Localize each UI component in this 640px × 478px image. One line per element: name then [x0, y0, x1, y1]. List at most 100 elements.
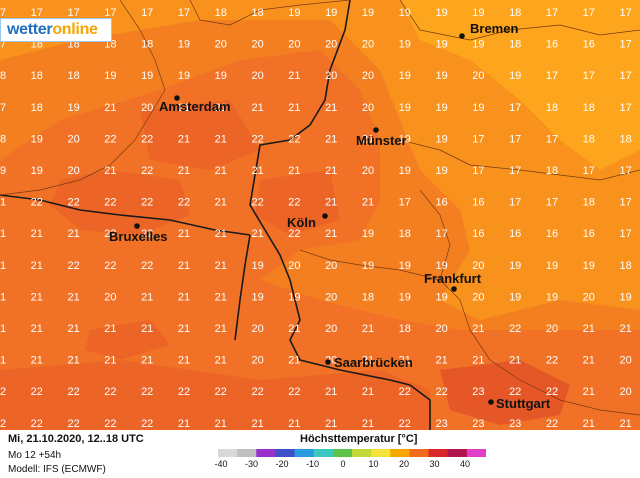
city-dot [134, 223, 140, 229]
temperature-zone [440, 360, 570, 425]
grid-value: 18 [509, 7, 521, 19]
legend-tick-label: 40 [459, 459, 471, 469]
grid-value: 20 [251, 355, 263, 367]
grid-value: 19 [399, 291, 411, 303]
country-border [234, 234, 251, 341]
grid-value: 17 [509, 102, 521, 114]
grid-value: 22 [0, 418, 6, 430]
grid-value: 21 [141, 355, 153, 367]
grid-value: 22 [288, 228, 300, 240]
grid-value: 22 [67, 197, 79, 209]
legend-tick-label: -30 [244, 459, 259, 469]
wetteronline-logo[interactable]: wetter online [0, 18, 112, 42]
grid-value: 18 [67, 70, 79, 82]
grid-value: 21 [0, 197, 6, 209]
grid-value: 21 [31, 355, 43, 367]
grid-value: 22 [399, 418, 411, 430]
legend-swatch [390, 449, 410, 457]
grid-value: 19 [31, 133, 43, 145]
grid-value: 19 [178, 39, 190, 51]
grid-value: 19 [399, 260, 411, 272]
grid-value: 17 [619, 7, 631, 19]
grid-value: 17 [546, 7, 558, 19]
grid-value: 17 [67, 7, 79, 19]
grid-value: 21 [178, 418, 190, 430]
grid-value: 20 [325, 39, 337, 51]
grid-value: 17 [141, 7, 153, 19]
grid-value: 19 [435, 70, 447, 82]
city-marker[interactable]: Köln [287, 213, 328, 230]
map-canvas: 17 17 17 17 17 17 18 18 19 19 19 19 19 19 18 17 17 17 17 18… [0, 0, 640, 430]
grid-value: 19 [67, 102, 79, 114]
grid-value: 20 [472, 70, 484, 82]
grid-value: 22 [178, 197, 190, 209]
city-marker[interactable]: Bruxelles [109, 223, 168, 244]
grid-value: 21 [215, 197, 227, 209]
grid-value: 16 [472, 197, 484, 209]
city-marker[interactable]: Saarbrücken [325, 355, 413, 370]
grid-value: 23 [472, 418, 484, 430]
city-dot [451, 286, 457, 292]
grid-value: 17 [435, 228, 447, 240]
legend-tick-label: 20 [398, 459, 410, 469]
grid-value: 19 [509, 260, 521, 272]
grid-value: 22 [31, 418, 43, 430]
grid-value: 18 [399, 228, 411, 240]
grid-value: 16 [546, 39, 558, 51]
city-markers: Bremen Amsterdam Münster Bruxelles Köln Frank… [109, 21, 551, 411]
grid-value: 21 [0, 355, 6, 367]
grid-value: 21 [178, 291, 190, 303]
grid-value: 22 [251, 386, 263, 398]
grid-value: 17 [178, 7, 190, 19]
grid-value: 19 [215, 70, 227, 82]
grid-value: 21 [288, 418, 300, 430]
grid-value: 21 [362, 386, 374, 398]
city-marker[interactable]: Frankfurt [424, 271, 482, 292]
grid-value: 20 [472, 291, 484, 303]
grid-value: 19 [362, 7, 374, 19]
grid-value: 21 [31, 260, 43, 272]
grid-value: 19 [472, 7, 484, 19]
grid-value: 22 [215, 386, 227, 398]
grid-value: 21 [583, 418, 595, 430]
grid-value: 19 [104, 70, 116, 82]
grid-value: 21 [31, 323, 43, 335]
city-marker[interactable]: Stuttgart [488, 396, 551, 411]
grid-value: 23 [509, 418, 521, 430]
legend-ticks: -40 -30 -20 -10 0 10 20 30 40 [214, 459, 486, 473]
grid-value: 21 [325, 228, 337, 240]
legend-swatch [371, 449, 391, 457]
city-marker[interactable]: Münster [356, 127, 407, 148]
grid-value: 22 [141, 260, 153, 272]
grid-value: 21 [288, 165, 300, 177]
grid-value: 21 [362, 323, 374, 335]
grid-value: 22 [141, 228, 153, 240]
grid-value: 19 [399, 39, 411, 51]
grid-value: 22 [546, 386, 558, 398]
grid-value: 21 [325, 165, 337, 177]
grid-value: 19 [31, 165, 43, 177]
city-name: Bruxelles [109, 229, 168, 244]
grid-value: 20 [435, 323, 447, 335]
grid-value: 18 [0, 70, 6, 82]
grid-value: 21 [251, 102, 263, 114]
city-marker[interactable]: Bremen [459, 21, 518, 39]
city-name: Köln [287, 215, 316, 230]
grid-value: 22 [435, 386, 447, 398]
country-borders [0, 0, 640, 430]
grid-value: 19 [399, 165, 411, 177]
grid-value: 18 [583, 133, 595, 145]
grid-value: 20 [325, 323, 337, 335]
grid-value: 19 [435, 39, 447, 51]
grid-value: 17 [546, 197, 558, 209]
grid-value: 21 [215, 133, 227, 145]
legend-swatch [237, 449, 257, 457]
city-marker[interactable]: Amsterdam [159, 95, 231, 114]
temperature-map: 17 17 17 17 17 17 18 18 19 19 19 19 19 19 18 17 17 17 17 18… [0, 0, 640, 430]
grid-value: 22 [104, 197, 116, 209]
city-dot [325, 359, 331, 365]
city-name: Saarbrücken [334, 355, 413, 370]
grid-value: 20 [546, 323, 558, 335]
legend-color-bar [218, 449, 486, 457]
grid-value: 22 [0, 386, 6, 398]
